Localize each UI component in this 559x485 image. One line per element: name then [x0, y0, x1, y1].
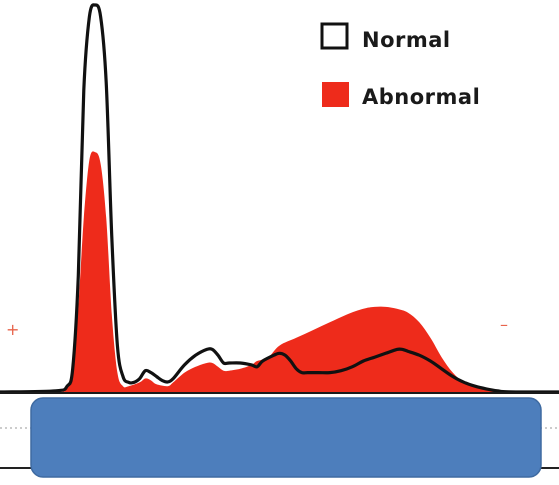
series-normal-line	[0, 3, 559, 394]
legend-abnormal-label: Abnormal	[362, 85, 480, 109]
legend: Normal Abnormal	[320, 22, 480, 109]
overlay-panel	[30, 397, 542, 478]
left-pole-label: +	[6, 320, 19, 339]
plot-area	[0, 3, 559, 394]
legend-abnormal-swatch	[322, 82, 349, 107]
legend-normal-swatch	[320, 22, 349, 50]
right-pole-label: –	[500, 315, 508, 334]
series-abnormal-area	[0, 151, 559, 393]
legend-normal-label: Normal	[362, 28, 451, 52]
